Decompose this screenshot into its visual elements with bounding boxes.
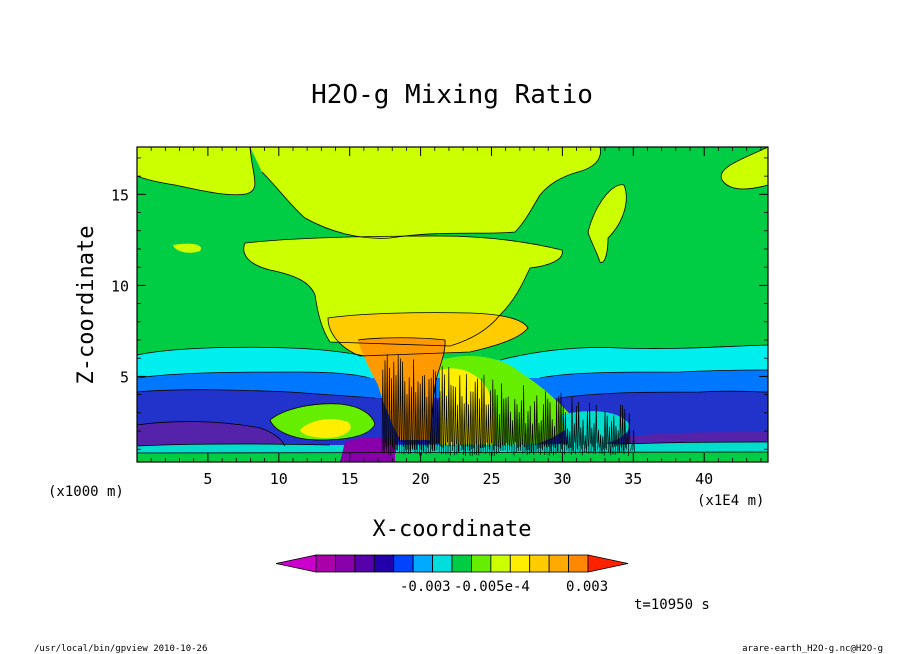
time-label: t=10950 s: [634, 597, 710, 613]
colorbar-cell: [548, 554, 569, 573]
x-tick-label: 5: [203, 470, 212, 488]
x-tick-label: 25: [482, 470, 500, 488]
y-tick-labels: 5 10 15: [111, 186, 129, 386]
axis-ticks: [137, 147, 768, 462]
y-axis-label: Z-coordinate: [74, 226, 99, 385]
convective-contours: [381, 353, 635, 457]
contour-field: [137, 147, 768, 462]
band-core-orange: [358, 337, 446, 440]
band-island-right: [588, 184, 627, 263]
colorbar: [275, 554, 629, 573]
colorbar-cell: [490, 554, 511, 573]
contour-lines: [137, 147, 768, 454]
band-surface-magenta: [340, 437, 395, 462]
footer-right: arare-earth_H2O-g.nc@H2O-g: [742, 644, 883, 654]
colorbar-cell: [509, 554, 531, 573]
colorbar-cell: [568, 554, 589, 573]
plot-frame: [136, 146, 769, 463]
band-upper-plume: [250, 147, 601, 239]
colorbar-cell: [412, 554, 433, 573]
band-upper-right: [721, 147, 768, 189]
colorbar-cell: [451, 554, 472, 573]
colorbar-arrow-right: [587, 554, 629, 573]
colorbar-cell: [432, 554, 453, 573]
band-right-cyan-tail: [560, 411, 630, 448]
band-small-left: [173, 243, 201, 253]
colorbar-cell: [315, 554, 336, 573]
x-tick-label: 40: [695, 470, 713, 488]
colorbar-label: -0.005e-4: [454, 579, 530, 595]
x-tick-label: 15: [341, 470, 359, 488]
colorbar-label: 0.003: [566, 579, 608, 595]
colorbar-cell: [373, 554, 395, 573]
colorbar-cell: [471, 554, 492, 573]
x-axis-label: X-coordinate: [373, 517, 532, 542]
x-unit-left: (x1000 m): [48, 484, 124, 500]
colorbar-cell: [393, 554, 414, 573]
x-tick-label: 35: [624, 470, 642, 488]
x-tick-label: 20: [412, 470, 430, 488]
y-tick-label: 15: [111, 186, 129, 204]
x-tick-labels: 5 10 15 20 25 30 35 40: [203, 470, 713, 488]
footer-left: /usr/local/bin/gpview 2010-10-26: [34, 644, 207, 654]
chart-title: H2O-g Mixing Ratio: [311, 80, 593, 110]
colorbar-arrow-left: [275, 554, 317, 573]
colorbar-label: -0.003: [400, 579, 451, 595]
x-tick-label: 30: [553, 470, 571, 488]
colorbar-cell: [529, 554, 550, 573]
colorbar-labels: -0.003 -0.005e-4 0.003: [400, 579, 608, 595]
y-tick-label: 5: [120, 368, 129, 386]
band-surface-green: [137, 452, 768, 462]
x-tick-label: 10: [270, 470, 288, 488]
x-unit-right: (x1E4 m): [697, 493, 764, 509]
colorbar-cell: [335, 554, 356, 573]
y-tick-label: 10: [111, 277, 129, 295]
band-low-left-yellow: [300, 419, 351, 438]
colorbar-cell: [354, 554, 375, 573]
band-upper-left: [137, 147, 255, 195]
band-purple-low: [137, 421, 285, 450]
